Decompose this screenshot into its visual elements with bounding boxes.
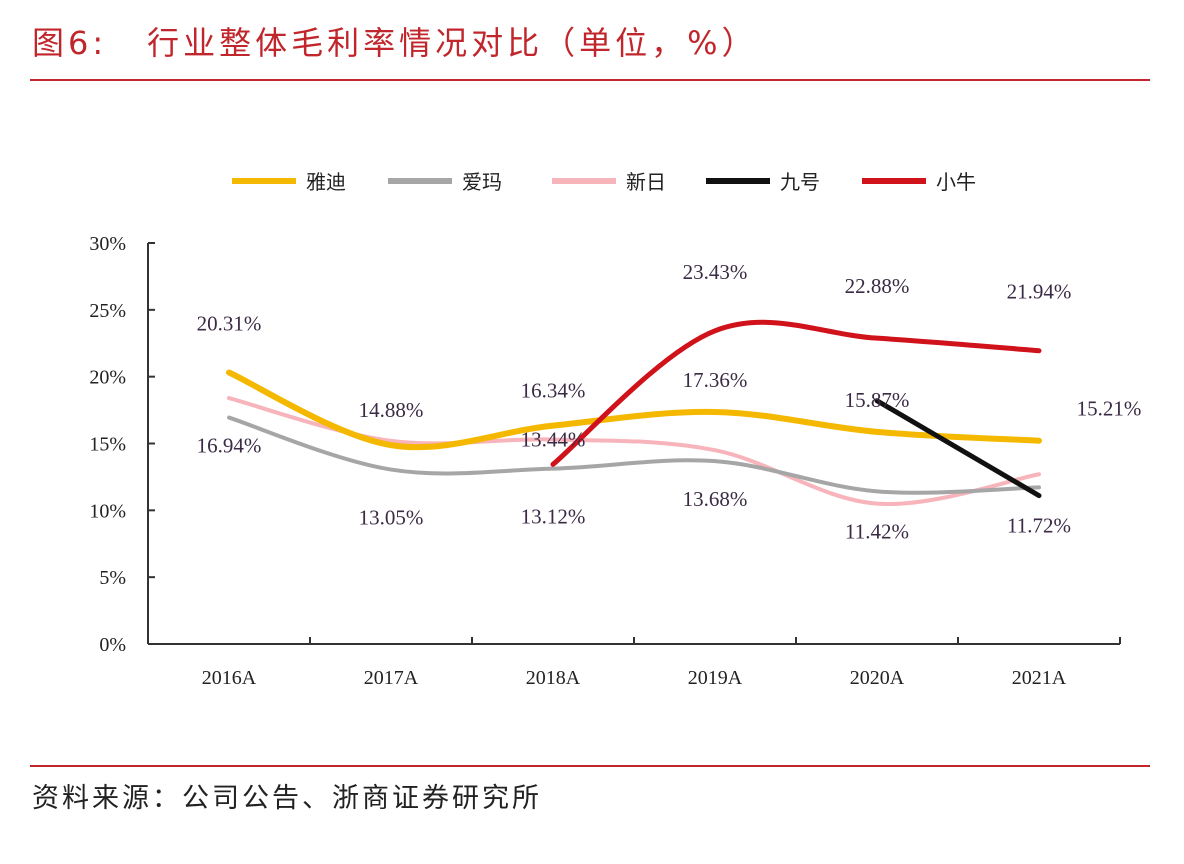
- x-tick-label: 2017A: [364, 667, 419, 689]
- data-label: 21.94%: [1007, 280, 1072, 304]
- data-label: 13.12%: [521, 505, 586, 529]
- x-tick-label: 2020A: [850, 667, 905, 689]
- data-label: 13.05%: [359, 506, 424, 530]
- figure-title-text: 行业整体毛利率情况对比（单位，%）: [147, 24, 758, 62]
- figure-number: 图6:: [32, 24, 108, 62]
- x-tick-label: 2016A: [202, 667, 257, 689]
- legend-label: 九号: [780, 170, 820, 194]
- legend-label: 爱玛: [462, 170, 502, 194]
- x-tick-label: 2018A: [526, 667, 581, 689]
- legend-label: 新日: [626, 170, 666, 194]
- source-note: 资料来源：公司公告、浙商证券研究所: [32, 783, 542, 814]
- series-line-3: [874, 398, 1042, 499]
- legend-label: 雅迪: [306, 170, 346, 194]
- data-label: 11.72%: [1007, 513, 1071, 537]
- data-label: 15.87%: [845, 388, 910, 412]
- data-label: 20.31%: [197, 312, 262, 336]
- y-tick-label: 0%: [99, 634, 126, 656]
- title-divider: [30, 79, 1150, 81]
- series-line-0: [226, 369, 1042, 451]
- y-tick-label: 25%: [89, 300, 126, 322]
- footer-divider: [30, 765, 1150, 767]
- y-tick-label: 15%: [89, 434, 126, 456]
- data-label: 13.44%: [521, 427, 586, 451]
- figure-title: 图6: 行业整体毛利率情况对比（单位，%）: [32, 18, 758, 64]
- data-label: 16.94%: [197, 434, 262, 458]
- data-label: 16.34%: [521, 379, 586, 403]
- data-label: 17.36%: [683, 368, 748, 392]
- legend-label: 小牛: [936, 170, 976, 194]
- data-label: 15.21%: [1077, 397, 1142, 421]
- data-label: 23.43%: [683, 260, 748, 284]
- data-label: 11.42%: [845, 519, 909, 543]
- y-tick-label: 30%: [89, 233, 126, 255]
- data-label: 13.68%: [683, 487, 748, 511]
- x-tick-label: 2021A: [1012, 667, 1067, 689]
- data-label: 22.88%: [845, 274, 910, 298]
- series-line-4: [550, 319, 1042, 467]
- series-line-1: [227, 415, 1041, 495]
- x-tick-label: 2019A: [688, 667, 743, 689]
- y-tick-label: 20%: [89, 367, 126, 389]
- data-label: 14.88%: [359, 398, 424, 422]
- y-tick-label: 5%: [99, 567, 126, 589]
- y-tick-label: 10%: [89, 500, 126, 522]
